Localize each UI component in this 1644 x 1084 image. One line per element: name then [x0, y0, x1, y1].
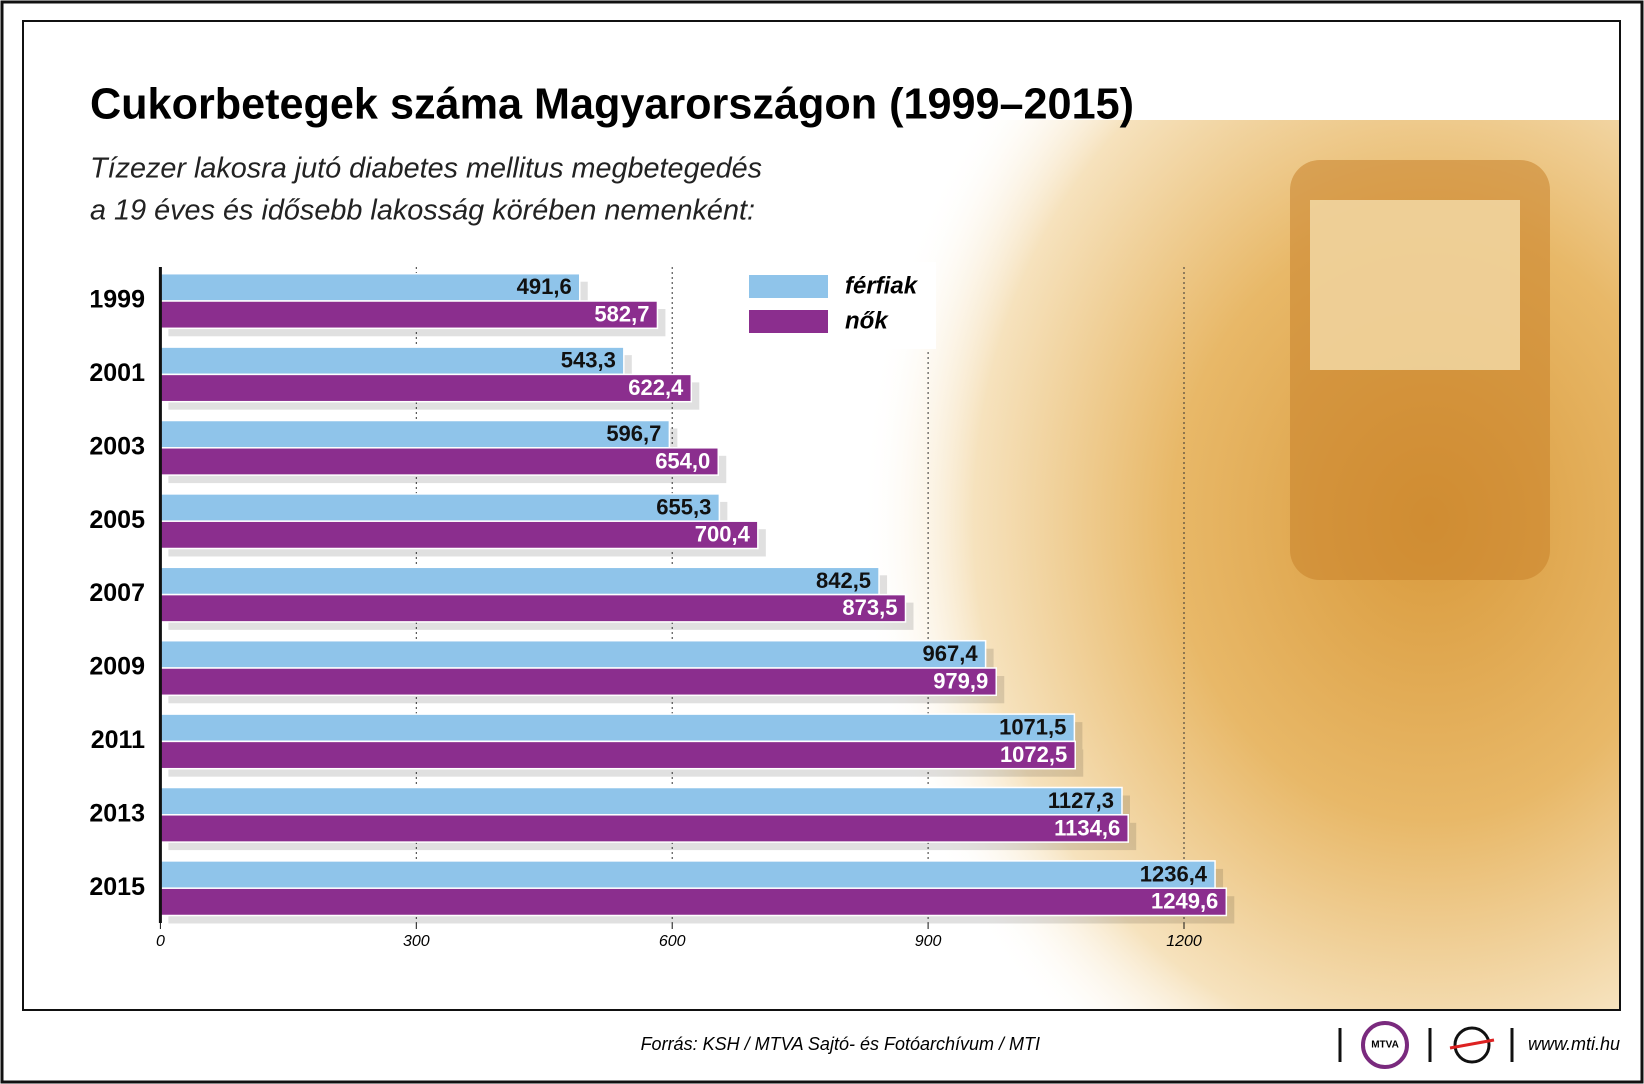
mti-logo [1453, 1026, 1491, 1064]
value-label: 582,7 [594, 301, 649, 326]
y-tick-label: 1999 [89, 286, 145, 314]
bar [159, 272, 581, 302]
bar [159, 667, 998, 697]
bar [159, 713, 1076, 743]
legend-label: nők [845, 307, 889, 334]
legend-swatch [749, 275, 828, 298]
value-label: 1071,5 [999, 715, 1066, 740]
bar [159, 520, 759, 550]
x-tick-label: 300 [403, 933, 430, 950]
bar [159, 447, 720, 476]
value-label: 1236,4 [1140, 861, 1208, 886]
bar [159, 814, 1129, 843]
value-label: 596,7 [606, 421, 661, 446]
legend-swatch [749, 310, 828, 333]
plot: 0 300 600 900 1200 1999 491,6 582,7 2001 543,3 622… [89, 267, 1235, 950]
x-tick-label: 900 [915, 933, 942, 950]
y-tick-label: 2013 [89, 799, 145, 827]
logo-text: MTVA [1371, 1040, 1399, 1051]
y-tick-label: 2011 [91, 726, 145, 754]
bar [159, 346, 625, 376]
bar [159, 566, 880, 596]
y-tick-label: 2007 [89, 579, 145, 607]
y-tick-label: 2015 [89, 873, 145, 901]
value-label: 1134,6 [1054, 815, 1120, 840]
source: Forrás: KSH / MTVA Sajtó- és Fotóarchívu… [641, 1034, 1040, 1054]
value-label: 654,0 [655, 448, 710, 473]
x-tick-label: 600 [659, 933, 686, 950]
x-tick-label: 0 [156, 933, 165, 950]
website: www.mti.hu [1528, 1034, 1620, 1054]
bar [159, 493, 721, 522]
bar [159, 593, 907, 623]
value-label: 1072,5 [1000, 742, 1067, 767]
bar [159, 740, 1076, 770]
chart-subtitle: Tízezer lakosra jutó diabetes mellitus m… [90, 153, 762, 185]
y-tick-label: 2005 [89, 506, 145, 534]
mti-logo-stroke [1449, 1038, 1495, 1050]
value-label: 1127,3 [1048, 788, 1114, 813]
logo-ring [1361, 1021, 1409, 1069]
x-tick-label: 1200 [1166, 933, 1202, 950]
chart-title: Cukorbetegek száma Magyarországon (1999–… [90, 80, 1134, 129]
y-tick-label: 2003 [89, 432, 145, 460]
legend-label: férfiak [845, 272, 919, 299]
bar [159, 300, 659, 330]
value-label: 491,6 [517, 274, 572, 299]
bar [159, 419, 671, 449]
value-label: 543,3 [561, 348, 616, 373]
y-tick-label: 2009 [89, 653, 145, 681]
y-tick-label: 2001 [89, 359, 145, 387]
bar [159, 373, 693, 403]
value-label: 979,9 [933, 668, 988, 693]
bar [159, 639, 987, 669]
value-label: 967,4 [923, 641, 979, 666]
bar [159, 860, 1216, 889]
value-label: 842,5 [816, 568, 871, 593]
value-label: 622,4 [628, 375, 684, 400]
value-label: 655,3 [656, 494, 711, 519]
value-label: 873,5 [842, 595, 897, 620]
bar [159, 887, 1228, 917]
chart-subtitle: a 19 éves és idősebb lakosság körében ne… [90, 195, 755, 227]
bar [159, 786, 1123, 816]
value-label: 700,4 [695, 522, 751, 547]
value-label: 1249,6 [1151, 889, 1218, 914]
meter-display [1310, 200, 1520, 370]
